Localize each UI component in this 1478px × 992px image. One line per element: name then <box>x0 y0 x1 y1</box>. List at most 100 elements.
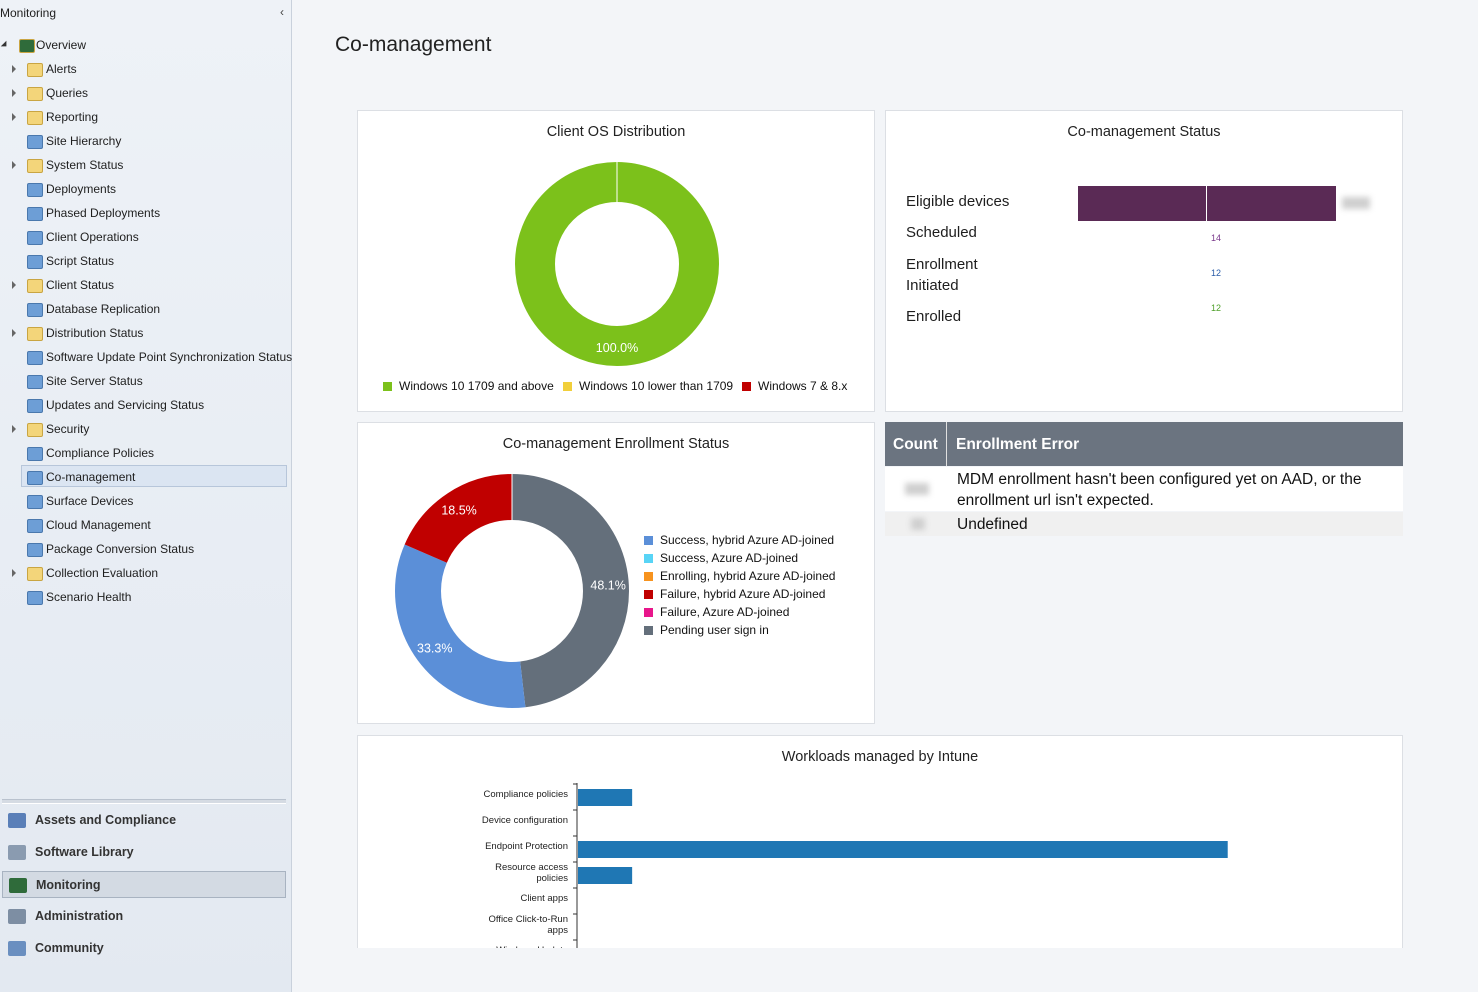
category-label: Device configuration <box>481 815 568 826</box>
donut-chart: 100.0% <box>515 162 719 366</box>
donut-segment <box>395 474 629 708</box>
redacted-value <box>1342 197 1370 209</box>
status-label: Enrolled <box>906 308 962 325</box>
legend-item: Enrolling, hybrid Azure AD-joined <box>644 569 835 583</box>
donut-chart: 48.1% 33.3% 18.5% <box>395 474 629 708</box>
status-value: 14 <box>1211 233 1222 243</box>
header-divider <box>946 422 947 466</box>
legend-label: Windows 10 lower than 1709 <box>579 379 734 393</box>
workspace-button[interactable]: Administration <box>2 903 286 930</box>
nav-item[interactable]: Alerts <box>46 62 77 76</box>
nav-item[interactable]: Overview <box>36 38 87 52</box>
item-icon <box>27 279 43 293</box>
workspace-button[interactable]: Community <box>2 935 286 962</box>
nav-item[interactable]: Collection Evaluation <box>46 566 159 580</box>
status-value: 12 <box>1211 303 1222 313</box>
legend-swatch <box>383 382 392 391</box>
legend-label: Success, hybrid Azure AD-joined <box>660 533 835 547</box>
sidebar: Monitoring ‹ Overview Alerts Queries Report… <box>0 0 292 992</box>
expand-arrow[interactable] <box>12 161 16 169</box>
workspace-button[interactable]: Software Library <box>2 839 286 866</box>
nav-item[interactable]: System Status <box>46 158 124 172</box>
status-panel: Co-management Status Eligible devices Sch… <box>885 110 1403 412</box>
legend-item: Pending user sign in <box>644 623 769 637</box>
category-label: Office Click-to-Run apps <box>488 914 568 936</box>
data-label: 33.3% <box>417 642 452 656</box>
item-icon <box>19 39 35 53</box>
item-icon <box>27 327 43 341</box>
nav-item[interactable]: Surface Devices <box>46 494 134 508</box>
nav-item[interactable]: Reporting <box>46 110 99 124</box>
legend-item: Windows 10 1709 and above <box>383 379 554 393</box>
legend-item: Failure, Azure AD-joined <box>644 605 789 619</box>
panel-title: Workloads managed by Intune <box>781 749 979 765</box>
status-label: Enrollment Initiated <box>906 256 978 294</box>
error-text: Undefined <box>957 516 1028 533</box>
item-icon <box>27 471 43 485</box>
item-icon <box>27 423 43 437</box>
workspace-button[interactable]: Monitoring <box>2 871 286 898</box>
nav-item[interactable]: Client Status <box>46 278 115 292</box>
workspace-label: Assets and Compliance <box>35 813 177 827</box>
item-icon <box>27 351 43 365</box>
collapse-arrow[interactable] <box>0 40 10 50</box>
expand-arrow[interactable] <box>12 569 16 577</box>
enrollment-panel: Co-management Enrollment Status 48.1% 33.3… <box>357 422 875 724</box>
expand-arrow[interactable] <box>12 281 16 289</box>
error-table: Count Enrollment Error MDM enrollment hasn… <box>885 422 1403 536</box>
collapse-button[interactable]: ‹ <box>280 5 284 19</box>
nav-item[interactable]: Script Status <box>46 254 115 268</box>
category-label: Endpoint Protection <box>485 841 568 852</box>
nav-item[interactable]: Security <box>46 422 90 436</box>
nav-item[interactable]: Cloud Management <box>46 518 151 532</box>
nav-item[interactable]: Client Operations <box>46 230 139 244</box>
nav-item[interactable]: Deployments <box>46 182 117 196</box>
item-icon <box>27 399 43 413</box>
panel-title: Co-management Status <box>1067 124 1221 140</box>
legend-swatch <box>644 626 653 635</box>
item-icon <box>27 231 43 245</box>
nav-item[interactable]: Software Update Point Synchronization St… <box>46 350 293 364</box>
data-label: 100.0% <box>596 341 638 355</box>
workspace-icon <box>8 845 26 860</box>
expand-arrow[interactable] <box>12 425 16 433</box>
nav-item[interactable]: Distribution Status <box>46 326 144 340</box>
nav-item[interactable]: Site Server Status <box>46 374 143 388</box>
splitter[interactable] <box>2 799 286 804</box>
panel-title: Client OS Distribution <box>546 124 686 140</box>
nav-item[interactable]: Queries <box>46 86 89 100</box>
category-label: Compliance policies <box>483 789 568 800</box>
redacted-count <box>911 518 925 530</box>
expand-arrow[interactable] <box>12 113 16 121</box>
bar <box>578 841 1228 858</box>
eligible-bar <box>1078 186 1336 221</box>
legend-item: Success, Azure AD-joined <box>644 551 798 565</box>
expand-arrow[interactable] <box>12 65 16 73</box>
data-label: 18.5% <box>441 504 476 518</box>
nav-item[interactable]: Updates and Servicing Status <box>46 398 205 412</box>
item-icon <box>27 567 43 581</box>
expand-arrow[interactable] <box>12 89 16 97</box>
status-label: Eligible devices <box>906 193 1010 210</box>
nav-item[interactable]: Co-management <box>46 470 136 484</box>
nav-item[interactable]: Compliance Policies <box>46 446 155 460</box>
item-icon <box>27 447 43 461</box>
nav-item[interactable]: Database Replication <box>46 302 161 316</box>
legend-swatch <box>644 572 653 581</box>
nav-item[interactable]: Site Hierarchy <box>46 134 122 148</box>
nav-item[interactable]: Package Conversion Status <box>46 542 195 556</box>
item-icon <box>27 255 43 269</box>
item-icon <box>27 87 43 101</box>
item-icon <box>27 207 43 221</box>
expand-arrow[interactable] <box>12 329 16 337</box>
item-icon <box>27 111 43 125</box>
category-label: Client apps <box>520 893 568 904</box>
legend-label: Pending user sign in <box>660 623 769 637</box>
bar <box>578 789 633 806</box>
legend-label: Failure, hybrid Azure AD-joined <box>660 587 826 601</box>
workspace-button[interactable]: Assets and Compliance <box>2 807 286 834</box>
nav-item[interactable]: Phased Deployments <box>46 206 161 220</box>
nav-item[interactable]: Scenario Health <box>46 590 132 604</box>
workspace-label: Community <box>35 941 104 955</box>
